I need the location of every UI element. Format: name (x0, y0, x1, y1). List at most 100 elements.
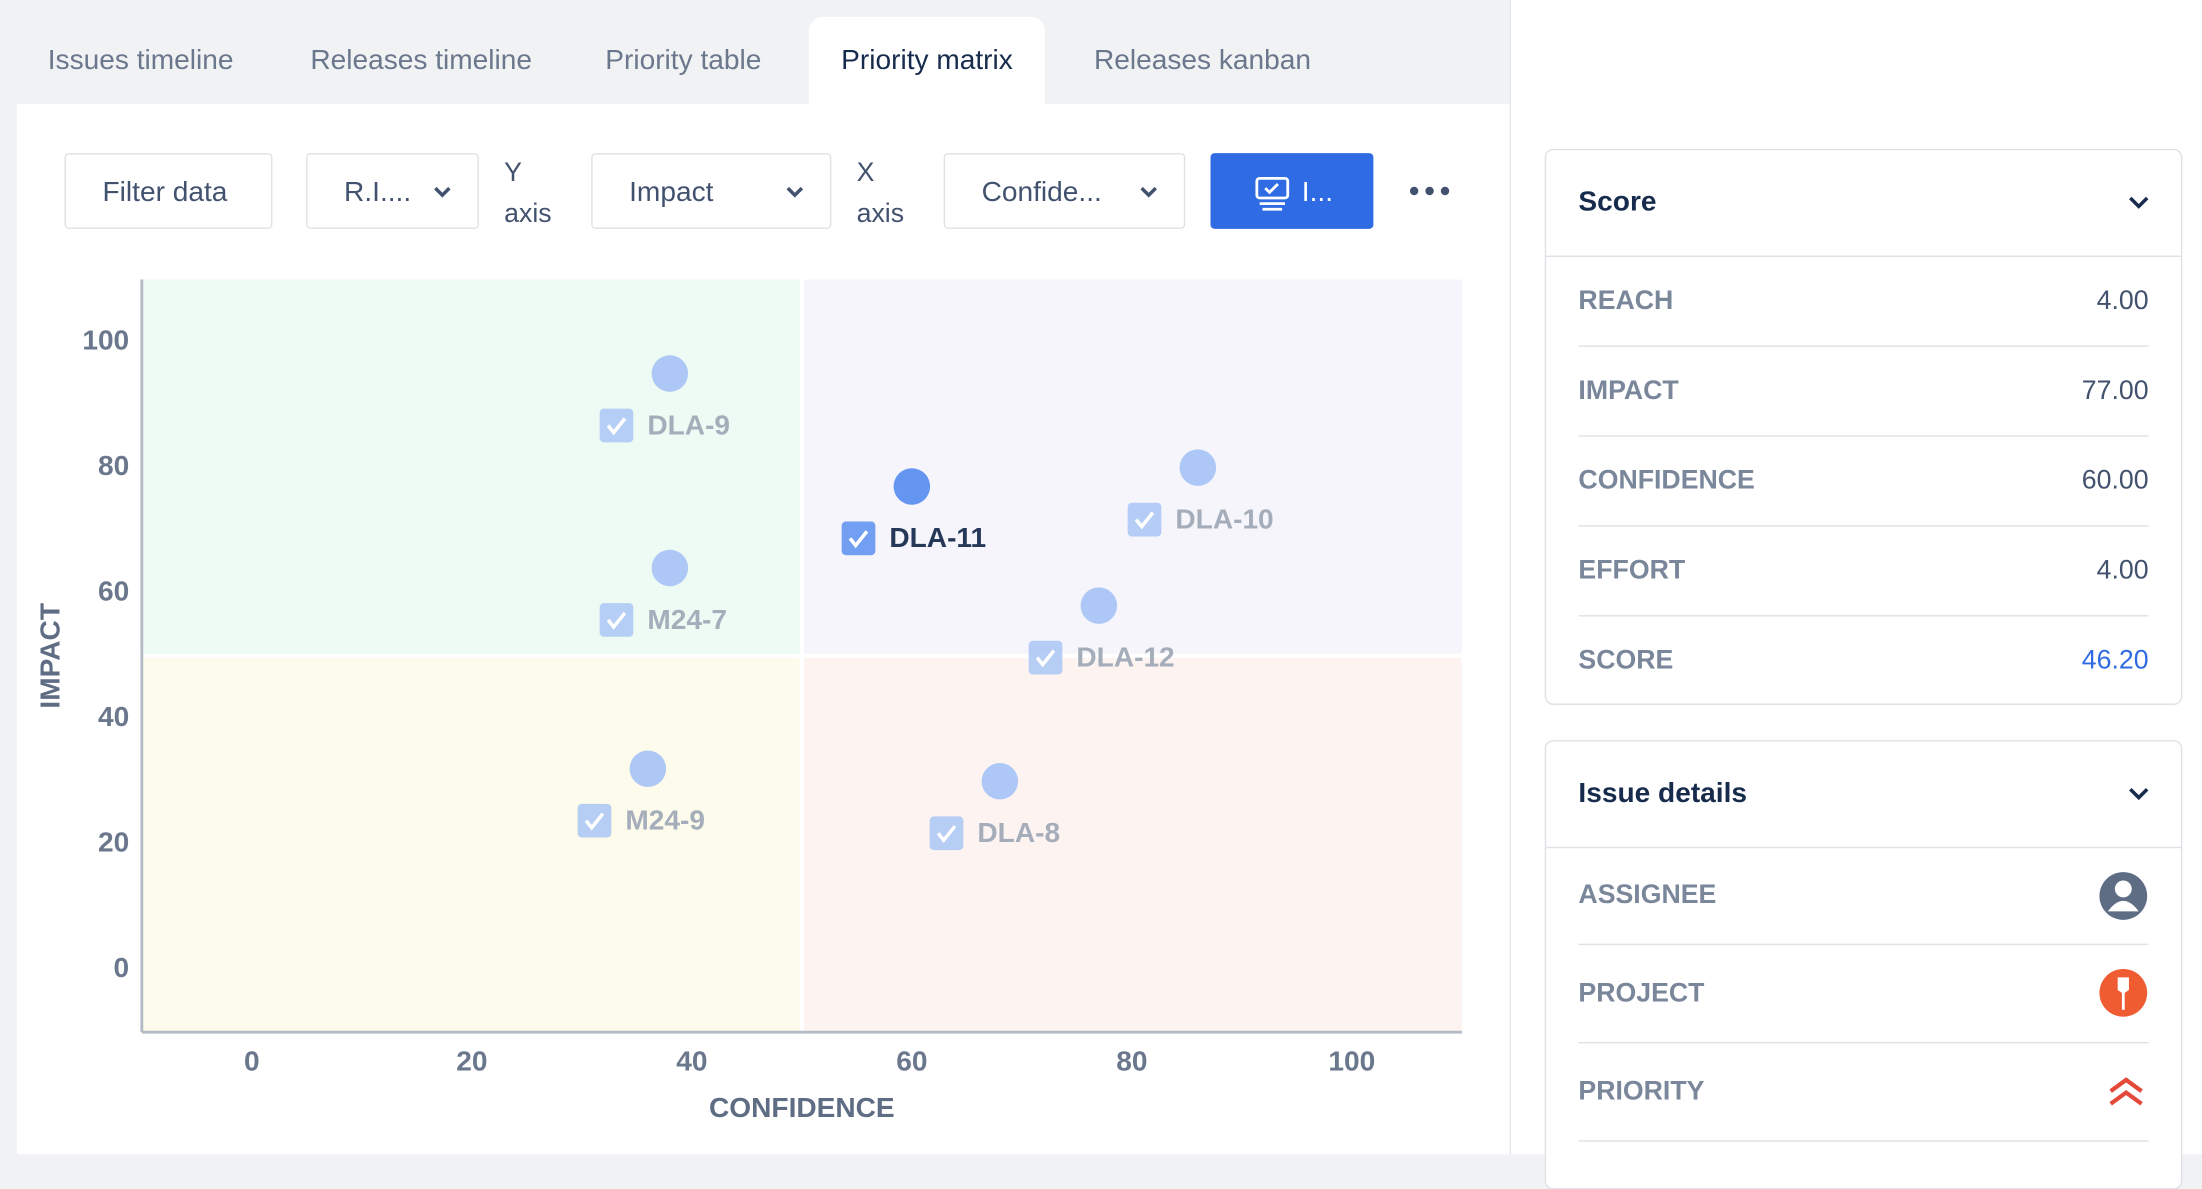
y-tick-label: 20 (98, 826, 129, 857)
score-value: 4.00 (2096, 556, 2149, 586)
x-field-text: Confide... (981, 176, 1102, 208)
score-label: IMPACT (1578, 376, 1679, 406)
point-label-text: DLA-12 (1076, 641, 1174, 672)
card-title: Score (1578, 186, 1657, 218)
tab[interactable]: Releases kanban (1093, 44, 1312, 76)
detail-label: PRIORITY (1578, 1077, 1705, 1107)
project-icon[interactable] (2098, 968, 2149, 1019)
y-tick-label: 80 (98, 450, 129, 481)
checkbox-icon (929, 816, 964, 851)
point-label-text: M24-9 (625, 804, 705, 835)
x-tick-label: 20 (456, 1045, 487, 1076)
score-value: 4.00 (2096, 286, 2149, 316)
checkbox-check (936, 825, 957, 844)
point-label-text: DLA-9 (647, 409, 730, 440)
x-tick-label: 0 (244, 1045, 260, 1076)
score-row: SCORE 46.20 (1578, 616, 2148, 704)
detail-row: ASSIGNEE (1578, 848, 2149, 946)
data-point (893, 468, 931, 505)
x-tick-label: 40 (676, 1045, 707, 1076)
x-tick-label: 100 (1328, 1045, 1375, 1076)
x-axis-title: CONFIDENCE (709, 1092, 895, 1123)
assignee-icon[interactable] (2098, 871, 2149, 922)
detail-row: PRIORITY (1578, 1043, 2149, 1142)
data-point (651, 355, 689, 392)
point-label-text: DLA-8 (977, 817, 1060, 848)
point-label-text: DLA-11 (889, 522, 986, 553)
point-label: DLA-10 (1127, 502, 1274, 537)
point-label: DLA-8 (929, 816, 1060, 851)
point-label-text: DLA-10 (1175, 503, 1273, 534)
x-axis-label: X axis (856, 158, 905, 229)
icon (1255, 176, 1290, 211)
quadrant (801, 655, 1462, 1033)
point-label: DLA-11 (841, 521, 986, 556)
score-row: REACH 4.00 (1578, 257, 2149, 347)
score-label: REACH (1578, 286, 1674, 316)
score-row: EFFORT 4.00 (1578, 527, 2149, 617)
point-label: M24-7 (599, 603, 727, 637)
y-tick-label: 40 (98, 701, 129, 732)
chevron (434, 186, 451, 198)
score-value: 77.00 (2081, 376, 2149, 406)
filter-button[interactable]: Filter data (64, 153, 273, 229)
x-tick-label: 60 (896, 1045, 927, 1076)
score-value: 60.00 (2081, 466, 2149, 496)
action-text: I... (1301, 176, 1334, 208)
y-tick-label: 100 (82, 325, 129, 356)
tab[interactable]: Issues timeline (47, 44, 234, 76)
tab-active[interactable]: Priority matrix (808, 16, 1046, 104)
more-button[interactable] (1407, 180, 1452, 202)
quadrant (141, 655, 802, 1033)
score-card: Score REACH 4.00 IMPACT 77.00 CONFIDENCE 60.0… (1544, 148, 2183, 705)
point-label: M24-9 (577, 803, 705, 838)
screen: Issues timeline Releases timeline Priori… (16, 0, 2202, 1189)
y-tick-label: 60 (98, 576, 129, 607)
score-label: CONFIDENCE (1578, 466, 1755, 496)
x-tick-label: 80 (1116, 1045, 1147, 1076)
y-field-text: Impact (629, 176, 714, 208)
data-point (981, 763, 1019, 800)
tab[interactable]: Priority table (605, 44, 762, 76)
details-card: Issue details ASSIGNEE PROJECT PRIORITY (1544, 740, 2183, 1189)
y-axis-title: IMPACT (34, 603, 65, 709)
checkbox-icon (1127, 502, 1162, 537)
x-field-dropdown[interactable]: Confide... (943, 153, 1186, 229)
point-label: DLA-9 (599, 408, 730, 443)
y-axis-label: Y axis (504, 158, 552, 229)
data-point (1080, 587, 1118, 624)
point-label: DLA-12 (1028, 640, 1175, 675)
checkbox-check (606, 417, 627, 436)
score-label: EFFORT (1578, 556, 1686, 586)
tab[interactable]: Releases timeline (310, 44, 533, 76)
y-field-dropdown[interactable]: Impact (591, 153, 832, 229)
card-title: Issue details (1578, 777, 1748, 809)
checkbox-icon (1028, 640, 1063, 675)
checkbox-icon (577, 803, 612, 838)
detail-row: PROJECT (1578, 945, 2149, 1044)
checkbox-icon (599, 408, 634, 443)
checkbox-check (1134, 511, 1155, 530)
point-label-text: M24-7 (647, 604, 727, 635)
score-row: CONFIDENCE 60.00 (1578, 437, 2149, 527)
score-value: 46.20 (2081, 645, 2149, 676)
data-point (1179, 449, 1217, 486)
chart: 0 20 40 60 80 100 0 20 40 60 80 100 CONFIDENCE IMPACT… (34, 279, 1462, 1123)
detail-label: PROJECT (1578, 978, 1705, 1009)
chevron[interactable] (2128, 192, 2150, 212)
score-row: IMPACT 77.00 (1578, 347, 2149, 437)
priority-icon (2109, 1077, 2143, 1106)
chevron[interactable] (2128, 784, 2150, 804)
y-tick-label: 0 (114, 952, 130, 983)
checkbox-check (1035, 649, 1056, 668)
view-dropdown[interactable]: R.I.... (306, 153, 479, 229)
checkbox-icon (841, 521, 876, 556)
score-label: SCORE (1578, 645, 1674, 676)
data-point (629, 750, 667, 787)
checkbox-check (584, 812, 605, 831)
quadrant (801, 279, 1462, 656)
quadrant (141, 279, 802, 656)
action-button[interactable]: I... (1210, 153, 1374, 229)
data-point (651, 549, 689, 587)
chevron (786, 186, 804, 198)
